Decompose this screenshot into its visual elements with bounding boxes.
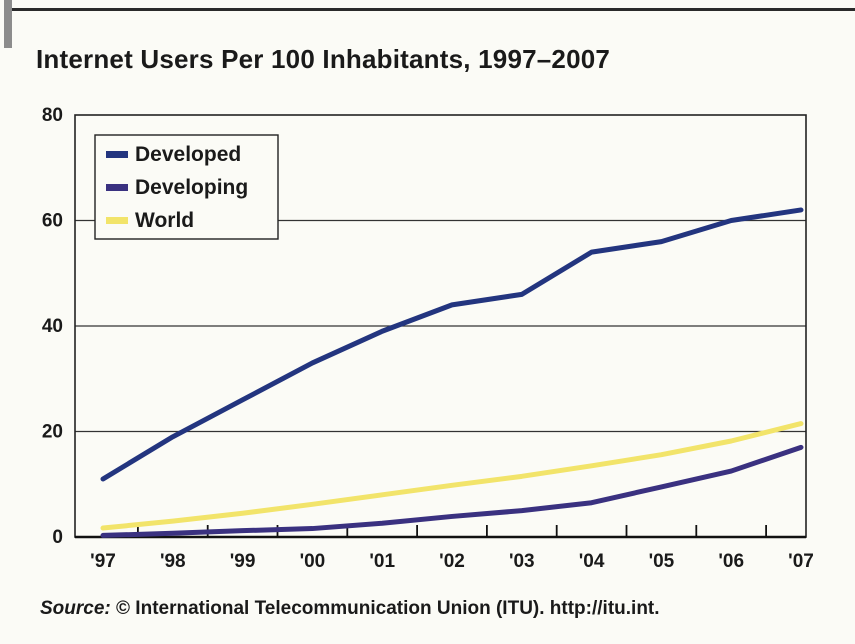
series-line-developing	[100, 444, 804, 538]
legend-swatch-developed	[106, 151, 128, 158]
x-tick-label: '02	[439, 551, 465, 572]
source-text: © International Telecommunication Union …	[110, 598, 660, 619]
x-tick-label: '97	[90, 551, 116, 572]
source-lead: Source:	[40, 598, 111, 619]
chart-title: Internet Users Per 100 Inhabitants, 1997…	[36, 44, 611, 74]
top-border	[12, 8, 855, 11]
x-tick-label: '01	[369, 551, 395, 572]
grid-lines	[75, 219, 806, 433]
y-tick-label: 80	[42, 105, 63, 126]
series-line-developed	[100, 207, 804, 482]
x-tick-label: '98	[160, 551, 186, 572]
legend-swatch-world	[106, 217, 128, 224]
legend-label-developed: Developed	[135, 143, 241, 166]
y-tick-labels: 0 20 40 60 80	[42, 105, 63, 548]
y-tick-label: 40	[42, 316, 63, 337]
x-tick-label: '00	[300, 551, 326, 572]
legend-label-developing: Developing	[135, 176, 248, 199]
series-line-world	[100, 421, 804, 531]
x-tick-labels: '97 '98 '99 '00 '01 '02 '03 '04 '05 '06 '07	[90, 551, 814, 572]
legend: Developed Developing World	[94, 134, 279, 240]
left-edge-bar	[4, 0, 12, 48]
y-tick-label: 0	[52, 527, 63, 548]
source-note: Source: © International Telecommunicatio…	[40, 598, 660, 620]
x-tick-label: '06	[718, 551, 744, 572]
x-tick-label: '99	[230, 551, 256, 572]
x-tick-label: '03	[509, 551, 535, 572]
x-tick-label: '05	[649, 551, 675, 572]
legend-swatch-developing	[106, 184, 128, 191]
x-tick-label: '07	[788, 551, 814, 572]
x-tick-label: '04	[579, 551, 605, 572]
legend-label-world: World	[135, 209, 194, 232]
series-lines	[100, 207, 804, 538]
y-tick-label: 60	[42, 211, 63, 232]
axes	[74, 114, 807, 539]
y-tick-label: 20	[42, 422, 63, 443]
